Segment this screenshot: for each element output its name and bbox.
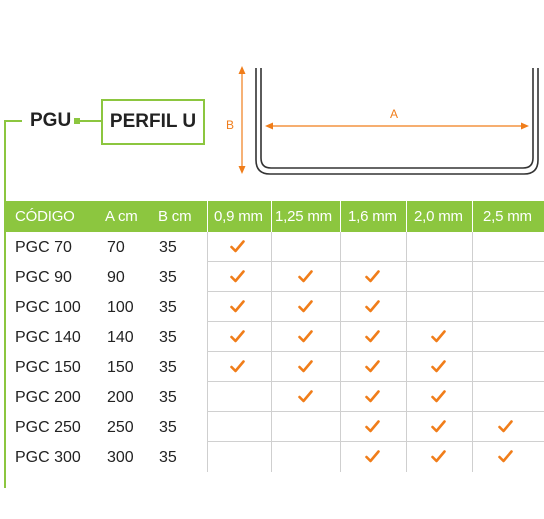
checkmark-icon [230,330,245,343]
dimension-a-arrow-left [265,122,273,130]
row-divider [207,441,544,442]
column-divider [271,232,272,472]
cell-b: 35 [159,419,177,436]
column-divider [340,232,341,472]
cell-code: PGC 100 [15,299,81,316]
cell-a: 250 [107,419,134,436]
table-row: PGC 150 150 35 [5,352,544,382]
checkmark-icon [431,330,446,343]
header-divider [406,201,407,232]
checkmark-icon [230,270,245,283]
header-divider [207,201,208,232]
connector-square-icon [74,118,80,124]
cell-b: 35 [159,449,177,466]
dimension-b-arrow-top [238,66,246,74]
cell-b: 35 [159,389,177,406]
profile-title: PERFIL U [109,111,197,132]
cell-code: PGC 250 [15,419,81,436]
checkmark-icon [298,330,313,343]
col-header-125: 1,25 mm [275,208,332,225]
table-row: PGC 90 90 35 [5,262,544,292]
checkmark-icon [365,450,380,463]
cell-b: 35 [159,239,177,256]
checkmark-icon [298,360,313,373]
column-divider [472,232,473,472]
cell-a: 100 [107,299,134,316]
dimension-a-arrow-right [521,122,529,130]
col-header-a: A cm [105,208,138,225]
cell-a: 70 [107,239,125,256]
series-label: PGU [30,110,72,131]
checkmark-icon [298,270,313,283]
checkmark-icon [431,420,446,433]
checkmark-icon [298,390,313,403]
checkmark-icon [230,360,245,373]
col-header-25: 2,5 mm [483,208,532,225]
table-header: CÓDIGO A cm B cm 0,9 mm 1,25 mm 1,6 mm 2… [5,201,544,232]
checkmark-icon [431,450,446,463]
table-row: PGC 200 200 35 [5,382,544,412]
checkmark-icon [365,420,380,433]
profile-inner-line [260,68,534,169]
column-divider [406,232,407,472]
header-divider [340,201,341,232]
cell-code: PGC 140 [15,329,81,346]
cell-b: 35 [159,269,177,286]
cell-a: 140 [107,329,134,346]
header-divider [472,201,473,232]
col-header-code: CÓDIGO [15,208,75,225]
column-divider [207,232,208,472]
table-row: PGC 250 250 35 [5,412,544,442]
checkmark-icon [365,330,380,343]
cell-code: PGC 300 [15,449,81,466]
row-divider [207,321,544,322]
row-divider [207,261,544,262]
connector-line-mid [79,120,101,122]
cell-a: 90 [107,269,125,286]
cell-code: PGC 70 [15,239,72,256]
col-header-09: 0,9 mm [214,208,263,225]
col-header-20: 2,0 mm [414,208,463,225]
checkmark-icon [365,300,380,313]
dimension-a-label: A [390,107,398,121]
row-divider [207,291,544,292]
checkmark-icon [365,270,380,283]
checkmark-icon [230,300,245,313]
checkmark-icon [498,420,513,433]
row-divider [207,411,544,412]
cell-b: 35 [159,359,177,376]
cell-a: 300 [107,449,134,466]
profile-title-box: PERFIL U [101,99,205,145]
table-row: PGC 100 100 35 [5,292,544,322]
connector-line-vertical [4,121,6,488]
cell-code: PGC 200 [15,389,81,406]
cell-b: 35 [159,299,177,316]
table-row: PGC 70 70 35 [5,232,544,262]
table-row: PGC 300 300 35 [5,442,544,472]
row-divider [207,381,544,382]
col-header-b: B cm [158,208,192,225]
cell-code: PGC 150 [15,359,81,376]
u-profile-diagram: B A [226,66,539,175]
checkmark-icon [230,240,245,253]
checkmark-icon [498,450,513,463]
dimension-b-arrow-bottom [238,166,246,174]
header-divider [271,201,272,232]
table-row: PGC 140 140 35 [5,322,544,352]
cell-a: 150 [107,359,134,376]
cell-a: 200 [107,389,134,406]
checkmark-icon [365,360,380,373]
checkmark-icon [298,300,313,313]
checkmark-icon [365,390,380,403]
col-header-16: 1,6 mm [348,208,397,225]
checkmark-icon [431,360,446,373]
row-divider [207,351,544,352]
dimension-b-label: B [226,118,234,132]
cell-code: PGC 90 [15,269,72,286]
profile-outer-line [255,68,539,175]
connector-line-left [4,120,22,122]
checkmark-icon [431,390,446,403]
cell-b: 35 [159,329,177,346]
